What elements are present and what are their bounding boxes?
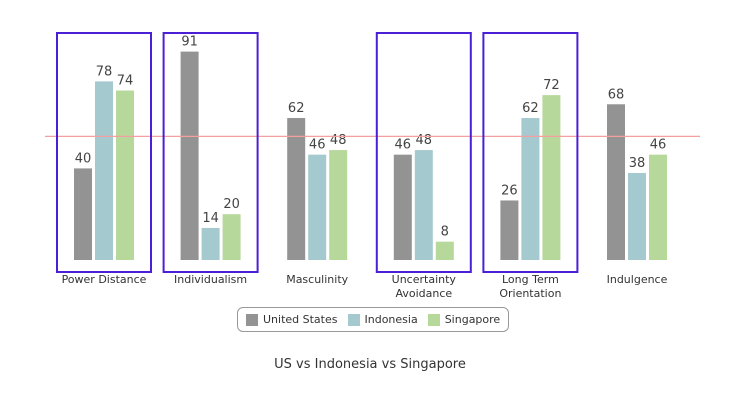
highlight-box [375,32,472,273]
x-tick-label: Individualism [174,273,248,286]
data-label: 46 [395,138,412,153]
legend-item: Indonesia [347,313,418,326]
bar [500,200,519,260]
bar [180,51,199,260]
legend: United States Indonesia Singapore [237,307,510,332]
data-label: 68 [608,87,625,102]
bar [222,214,241,260]
bar [414,150,433,260]
data-label: 20 [223,197,240,212]
bar [542,95,561,261]
data-label: 38 [629,156,646,171]
data-label: 62 [288,101,305,116]
data-label: 46 [309,138,326,153]
data-label: 40 [75,151,92,166]
bar [628,172,646,260]
bar [74,168,92,260]
highlight-box [162,32,259,273]
x-tick-label: Indulgence [606,273,668,286]
data-label: 48 [416,133,433,148]
x-tick-label: Masculinity [286,273,349,286]
bar [308,154,327,260]
highlight-box [56,32,152,273]
bar [329,150,348,260]
data-label: 14 [202,211,219,226]
legend-label: Indonesia [364,313,418,326]
data-label: 91 [181,35,198,50]
highlight-box [482,32,579,273]
bar [287,118,306,261]
bar [435,241,454,260]
bar [393,154,412,260]
x-tick-label: Long Term Orientation [499,273,562,300]
legend-label: Singapore [444,313,501,326]
legend-label: United States [263,313,338,326]
x-tick-label: Uncertainty Avoidance [391,273,456,300]
bar [201,227,220,260]
data-label: 46 [650,138,667,153]
bar [649,154,667,260]
legend-swatch [347,313,360,326]
bar [95,81,113,260]
bar [521,118,540,261]
data-label: 26 [501,183,518,198]
data-label: 74 [117,74,134,89]
data-label: 62 [522,101,539,116]
chart: 40 91 62 46 26 68 78 14 46 48 62 38 74 20 48 8 72 46 [45,32,700,273]
bar [116,90,134,260]
data-label: 8 [441,225,449,240]
bar [607,104,625,260]
data-label: 78 [96,64,113,79]
x-tick-label: Power Distance [61,273,147,286]
data-label: 72 [543,78,560,93]
data-label: 48 [330,133,347,148]
legend-swatch [246,313,258,326]
legend-item: United States [246,313,338,326]
chart-title: US vs Indonesia vs Singapore [274,357,466,372]
legend-swatch [427,313,440,326]
legend-item: Singapore [427,313,501,326]
